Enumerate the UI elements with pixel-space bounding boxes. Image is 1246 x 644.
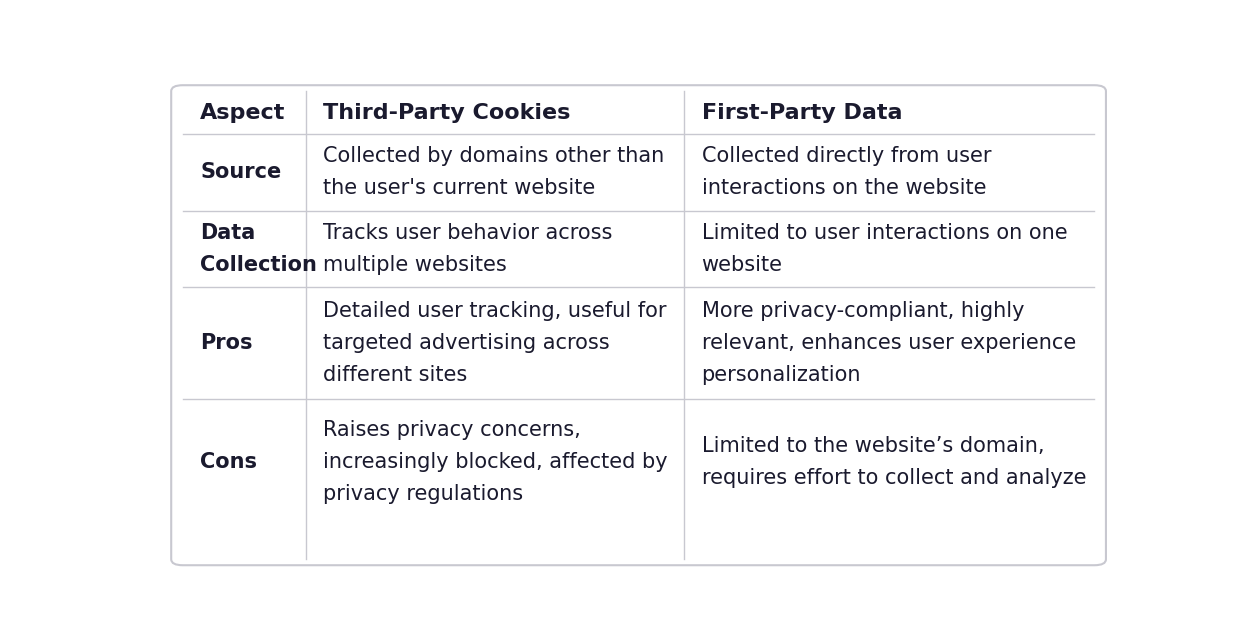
FancyBboxPatch shape	[171, 85, 1106, 565]
Text: Source: Source	[201, 162, 282, 182]
Text: Tracks user behavior across
multiple websites: Tracks user behavior across multiple web…	[323, 223, 613, 275]
Text: Aspect: Aspect	[201, 102, 285, 123]
Text: First-Party Data: First-Party Data	[701, 102, 902, 123]
Text: Collected directly from user
interactions on the website: Collected directly from user interaction…	[701, 146, 991, 198]
Text: Limited to user interactions on one
website: Limited to user interactions on one webs…	[701, 223, 1067, 275]
Text: Limited to the website’s domain,
requires effort to collect and analyze: Limited to the website’s domain, require…	[701, 437, 1087, 488]
Text: Cons: Cons	[201, 452, 257, 473]
Text: Pros: Pros	[201, 333, 253, 353]
Text: Raises privacy concerns,
increasingly blocked, affected by
privacy regulations: Raises privacy concerns, increasingly bl…	[323, 421, 668, 504]
Text: Detailed user tracking, useful for
targeted advertising across
different sites: Detailed user tracking, useful for targe…	[323, 301, 667, 385]
Text: Third-Party Cookies: Third-Party Cookies	[323, 102, 571, 123]
Text: Collected by domains other than
the user's current website: Collected by domains other than the user…	[323, 146, 664, 198]
Text: More privacy-compliant, highly
relevant, enhances user experience
personalizatio: More privacy-compliant, highly relevant,…	[701, 301, 1075, 385]
Text: Data
Collection: Data Collection	[201, 223, 316, 275]
